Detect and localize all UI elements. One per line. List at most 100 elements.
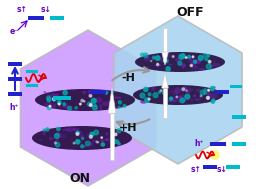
- Ellipse shape: [88, 105, 91, 107]
- Ellipse shape: [168, 100, 176, 102]
- Ellipse shape: [89, 142, 93, 146]
- Circle shape: [82, 137, 84, 139]
- FancyBboxPatch shape: [28, 16, 44, 19]
- Circle shape: [180, 98, 185, 103]
- Circle shape: [84, 101, 85, 102]
- Circle shape: [114, 133, 117, 136]
- Ellipse shape: [44, 91, 46, 93]
- Circle shape: [190, 64, 193, 67]
- Circle shape: [172, 56, 174, 57]
- Ellipse shape: [140, 95, 143, 97]
- Circle shape: [208, 89, 210, 91]
- Circle shape: [144, 87, 148, 91]
- FancyBboxPatch shape: [8, 62, 22, 66]
- Circle shape: [63, 103, 66, 105]
- Circle shape: [203, 54, 207, 57]
- Ellipse shape: [182, 64, 186, 67]
- Ellipse shape: [177, 96, 183, 98]
- Ellipse shape: [212, 86, 216, 89]
- Circle shape: [212, 98, 215, 101]
- Circle shape: [185, 94, 190, 99]
- Ellipse shape: [53, 103, 56, 107]
- Circle shape: [91, 98, 96, 103]
- Circle shape: [118, 106, 120, 108]
- Circle shape: [117, 129, 121, 133]
- FancyBboxPatch shape: [53, 96, 71, 99]
- Polygon shape: [114, 16, 242, 164]
- FancyBboxPatch shape: [232, 142, 246, 146]
- FancyBboxPatch shape: [226, 165, 240, 169]
- Circle shape: [179, 54, 184, 59]
- Circle shape: [206, 64, 211, 69]
- Ellipse shape: [113, 97, 122, 99]
- Ellipse shape: [192, 65, 198, 69]
- Ellipse shape: [66, 93, 69, 94]
- Ellipse shape: [210, 65, 215, 67]
- Circle shape: [49, 105, 51, 107]
- Ellipse shape: [32, 126, 132, 150]
- Ellipse shape: [42, 131, 46, 136]
- Ellipse shape: [193, 94, 196, 97]
- Polygon shape: [108, 88, 116, 113]
- Ellipse shape: [65, 104, 68, 106]
- Circle shape: [157, 63, 159, 66]
- Circle shape: [89, 104, 92, 106]
- Ellipse shape: [99, 105, 102, 107]
- Circle shape: [57, 101, 61, 104]
- Ellipse shape: [182, 65, 185, 67]
- Text: h⁺: h⁺: [194, 139, 204, 148]
- Circle shape: [207, 54, 209, 57]
- Text: s↑: s↑: [17, 5, 27, 14]
- Circle shape: [81, 99, 83, 102]
- Circle shape: [89, 94, 92, 97]
- FancyBboxPatch shape: [8, 77, 22, 81]
- Ellipse shape: [114, 103, 118, 105]
- Ellipse shape: [180, 99, 187, 102]
- Ellipse shape: [87, 134, 92, 136]
- Circle shape: [92, 105, 97, 110]
- Ellipse shape: [196, 89, 200, 92]
- Circle shape: [52, 98, 55, 100]
- Ellipse shape: [84, 141, 88, 142]
- Ellipse shape: [73, 128, 75, 131]
- FancyBboxPatch shape: [26, 70, 38, 73]
- Circle shape: [181, 54, 185, 58]
- Circle shape: [47, 106, 51, 110]
- Ellipse shape: [167, 98, 169, 100]
- Circle shape: [89, 135, 92, 138]
- Ellipse shape: [100, 107, 102, 110]
- Ellipse shape: [55, 132, 61, 136]
- Circle shape: [94, 104, 96, 107]
- FancyBboxPatch shape: [110, 113, 114, 160]
- Circle shape: [205, 58, 208, 61]
- Circle shape: [178, 61, 182, 65]
- Circle shape: [169, 97, 173, 100]
- Ellipse shape: [45, 92, 49, 94]
- Circle shape: [194, 60, 196, 63]
- Circle shape: [115, 140, 119, 143]
- Text: s↓: s↓: [217, 165, 227, 174]
- Circle shape: [55, 134, 59, 138]
- Circle shape: [123, 105, 126, 107]
- Circle shape: [182, 54, 184, 57]
- Ellipse shape: [56, 96, 61, 99]
- Ellipse shape: [47, 96, 55, 101]
- Ellipse shape: [35, 89, 135, 111]
- Circle shape: [96, 141, 98, 143]
- Ellipse shape: [110, 129, 113, 132]
- Ellipse shape: [155, 64, 161, 67]
- Circle shape: [81, 145, 84, 148]
- Circle shape: [68, 106, 71, 110]
- Ellipse shape: [144, 55, 150, 61]
- Ellipse shape: [198, 68, 205, 70]
- Ellipse shape: [63, 128, 70, 131]
- Text: -H: -H: [121, 73, 135, 83]
- Circle shape: [47, 98, 51, 102]
- Circle shape: [111, 139, 116, 143]
- Ellipse shape: [146, 66, 150, 70]
- Ellipse shape: [118, 101, 120, 102]
- Text: ON: ON: [69, 171, 91, 184]
- Ellipse shape: [169, 91, 178, 93]
- Circle shape: [98, 142, 99, 143]
- Ellipse shape: [105, 132, 109, 136]
